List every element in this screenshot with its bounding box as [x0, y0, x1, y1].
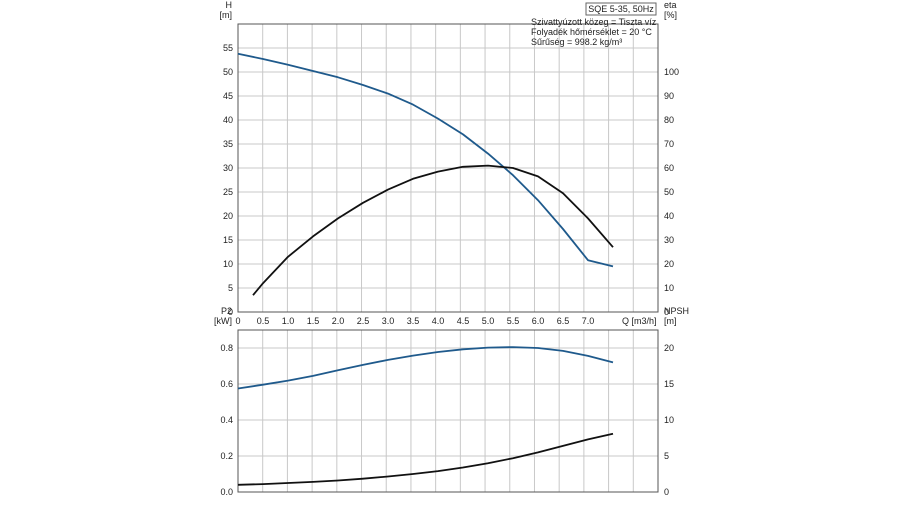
panel2-y-right-tick: 10	[664, 415, 674, 425]
annotation-text: Folyadék hőmérséklet = 20 °C	[531, 27, 652, 37]
panel2-y-left-label: P2	[221, 306, 232, 316]
panel1-y-left-tick: 40	[223, 115, 233, 125]
x-axis-tick: 2.5	[357, 316, 370, 326]
panel1-y-right-tick: 80	[664, 115, 674, 125]
panel2-y-right-tick: 20	[664, 343, 674, 353]
panel1-y-right-label: eta	[664, 0, 677, 10]
panel2-npsh-curve	[237, 432, 614, 486]
panel1-y-left-tick: 50	[223, 67, 233, 77]
annotation-text: Sűrűség = 998.2 kg/m³	[531, 37, 622, 47]
x-axis-tick: 1.5	[307, 316, 320, 326]
x-axis-tick: 5.5	[507, 316, 520, 326]
x-axis-tick: 4.0	[432, 316, 445, 326]
panel1-y-right-tick: 0	[664, 307, 669, 317]
panel1-y-left-tick: 10	[223, 259, 233, 269]
panel2-y-right-tick: 0	[664, 487, 669, 497]
panel2-y-right-tick: 15	[664, 379, 674, 389]
panel1-y-left-tick: 15	[223, 235, 233, 245]
panel1-head-curve	[237, 52, 614, 268]
x-axis-tick: 2.0	[332, 316, 345, 326]
panel1-y-left-tick: 0	[228, 307, 233, 317]
panel1-y-left-unit: [m]	[220, 10, 233, 20]
panel1-y-right-tick: 20	[664, 259, 674, 269]
x-axis-tick: 0	[235, 316, 240, 326]
x-axis-tick: 3.5	[407, 316, 420, 326]
panel1-y-right-tick: 60	[664, 163, 674, 173]
panel1-y-left-tick: 20	[223, 211, 233, 221]
panel1-y-right-tick: 90	[664, 91, 674, 101]
panel2-y-left-tick: 0.0	[220, 487, 233, 497]
x-axis-tick: 4.5	[457, 316, 470, 326]
panel1-y-right-tick: 50	[664, 187, 674, 197]
panel1-y-left-tick: 55	[223, 43, 233, 53]
panel1-y-right-unit: [%]	[664, 10, 677, 20]
x-axis-tick: 1.0	[282, 316, 295, 326]
panel1-y-right-tick: 70	[664, 139, 674, 149]
panel1-y-right-tick: 100	[664, 67, 679, 77]
x-axis-tick: 0.5	[257, 316, 270, 326]
panel2-y-left-unit: [kW]	[214, 316, 232, 326]
panel1-y-left-tick: 5	[228, 283, 233, 293]
panel1-y-left-tick: 35	[223, 139, 233, 149]
x-axis-label: Q [m3/h]	[622, 316, 657, 326]
x-axis-tick: 6.0	[532, 316, 545, 326]
panel2-y-left-tick: 0.6	[220, 379, 233, 389]
annotation-text: Szivattyúzott közeg = Tiszta víz	[531, 17, 657, 27]
panel2-plot-frame	[237, 329, 659, 493]
panel1-efficiency-curve	[252, 164, 614, 296]
legend-box	[585, 2, 657, 16]
panel1-y-right-tick: 10	[664, 283, 674, 293]
panel1-y-left-tick: 45	[223, 91, 233, 101]
x-axis-tick: 7.0	[582, 316, 595, 326]
panel1-y-right-tick: 30	[664, 235, 674, 245]
x-axis-tick: 6.5	[557, 316, 570, 326]
x-axis-tick: 5.0	[482, 316, 495, 326]
panel1-y-left-label: H	[226, 0, 233, 10]
panel2-y-left-tick: 0.8	[220, 343, 233, 353]
legend-label: SQE 5-35, 50Hz	[588, 4, 654, 14]
panel1-y-left-tick: 25	[223, 187, 233, 197]
panel2-y-left-tick: 0.2	[220, 451, 233, 461]
x-axis-tick: 3.0	[382, 316, 395, 326]
panel1-y-right-tick: 40	[664, 211, 674, 221]
panel2-y-right-label: NPSH	[664, 306, 689, 316]
panel2-power-curve	[237, 346, 614, 390]
panel2-y-right-unit: [m]	[664, 316, 677, 326]
panel1-plot-frame	[237, 23, 659, 313]
panel2-y-left-tick: 0.4	[220, 415, 233, 425]
panel2-y-right-tick: 5	[664, 451, 669, 461]
panel1-y-left-tick: 30	[223, 163, 233, 173]
